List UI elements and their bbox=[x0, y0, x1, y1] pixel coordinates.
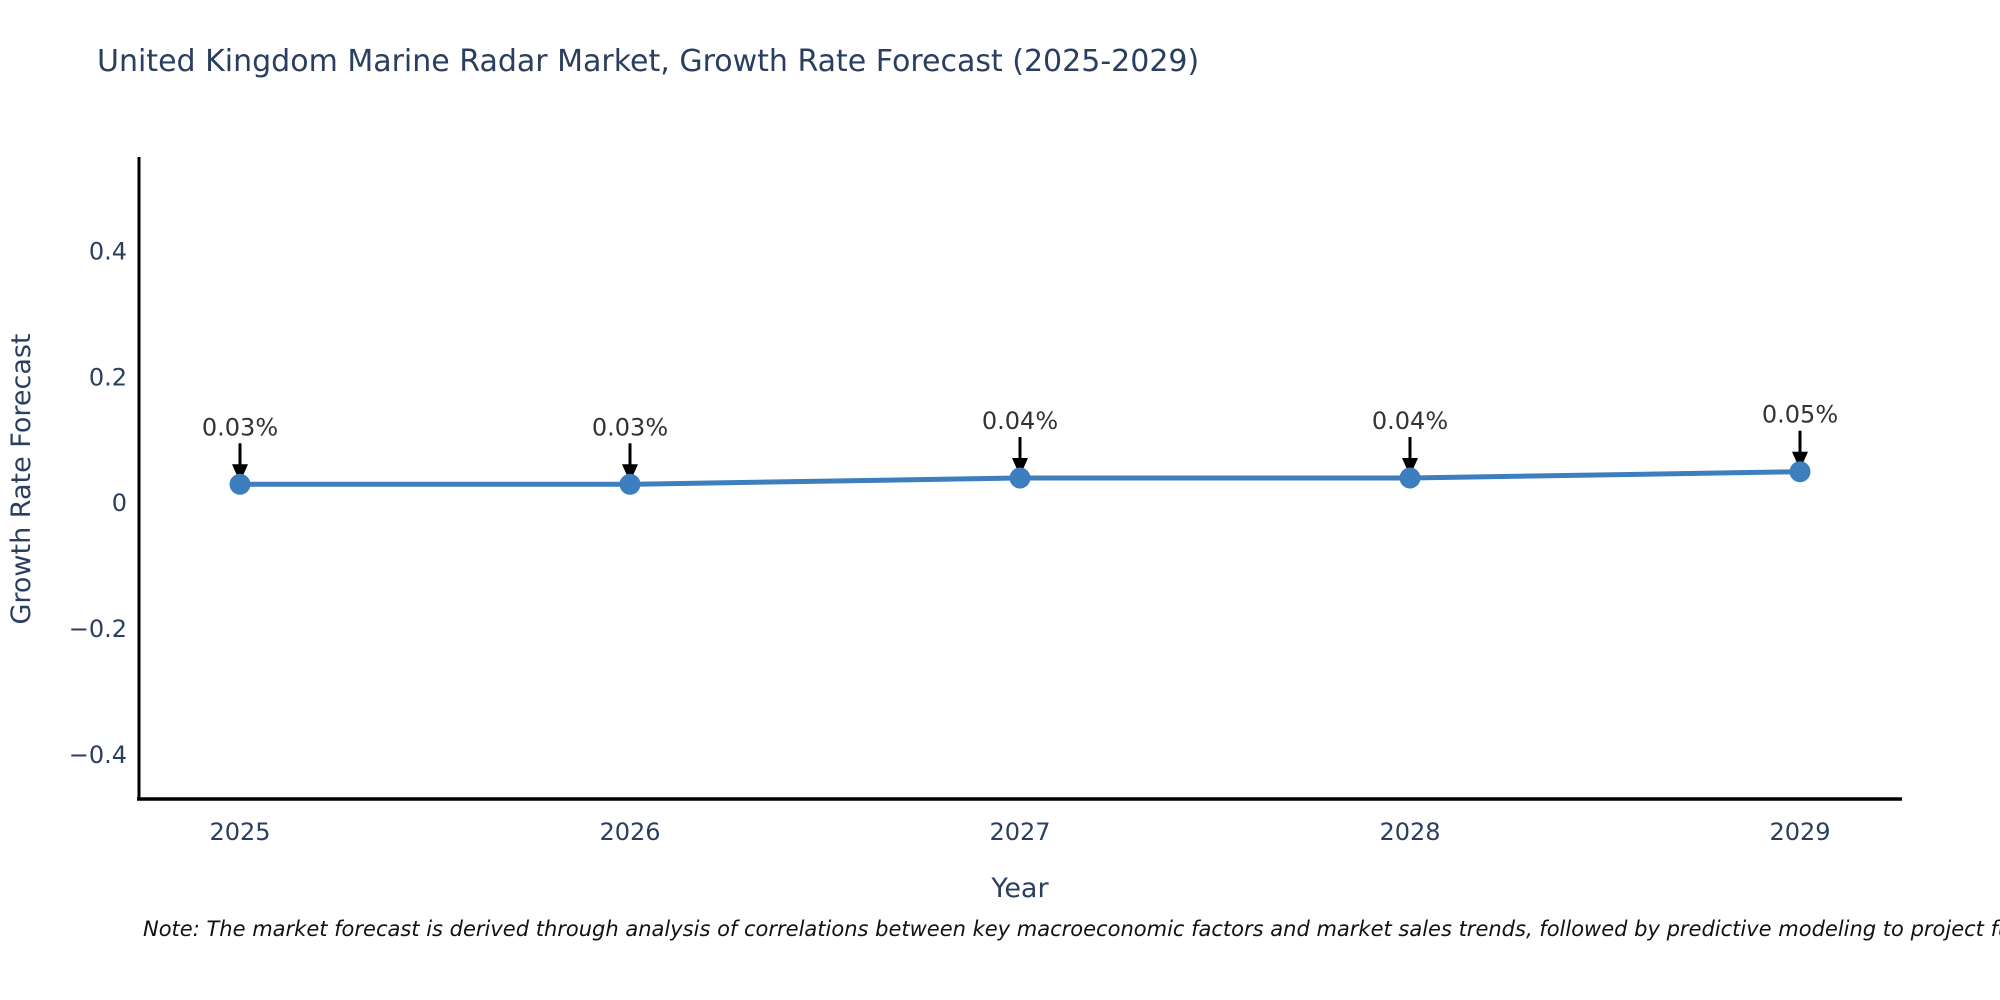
data-point-marker bbox=[1399, 467, 1421, 489]
annotation-arrowhead bbox=[1402, 458, 1418, 476]
data-point-marker bbox=[1009, 467, 1031, 489]
x-axis-tick-label: 2025 bbox=[209, 818, 270, 846]
y-axis-tick-label: −0.4 bbox=[69, 741, 127, 769]
x-axis-title: Year bbox=[990, 873, 1049, 904]
annotation-arrowhead bbox=[232, 464, 248, 483]
data-point-annotation: 0.03% bbox=[202, 413, 278, 441]
y-axis-title: Growth Rate Forecast bbox=[6, 333, 37, 624]
x-axis-tick-label: 2027 bbox=[989, 818, 1050, 846]
annotation-arrowhead bbox=[1012, 458, 1028, 476]
annotation-arrowhead bbox=[1792, 451, 1808, 470]
data-point-annotation: 0.04% bbox=[1372, 407, 1448, 435]
data-point-marker bbox=[1789, 461, 1811, 483]
data-point-annotation: 0.03% bbox=[592, 413, 668, 441]
y-axis-tick-label: 0 bbox=[112, 489, 127, 517]
annotation-arrowhead bbox=[622, 464, 638, 483]
y-axis-tick-label: 0.2 bbox=[89, 363, 127, 391]
data-point-marker bbox=[619, 473, 641, 495]
data-point-annotation: 0.04% bbox=[982, 407, 1058, 435]
data-point-annotation: 0.05% bbox=[1762, 401, 1838, 429]
x-axis-tick-label: 2029 bbox=[1769, 818, 1830, 846]
x-axis-tick-label: 2026 bbox=[599, 818, 660, 846]
data-point-marker bbox=[229, 473, 251, 495]
chart-title: United Kingdom Marine Radar Market, Grow… bbox=[97, 44, 1200, 79]
y-axis-tick-label: −0.2 bbox=[69, 615, 127, 643]
x-axis-tick-label: 2028 bbox=[1379, 818, 1440, 846]
footnote-text: Note: The market forecast is derived thr… bbox=[143, 917, 2000, 941]
y-axis-tick-label: 0.4 bbox=[89, 237, 127, 265]
